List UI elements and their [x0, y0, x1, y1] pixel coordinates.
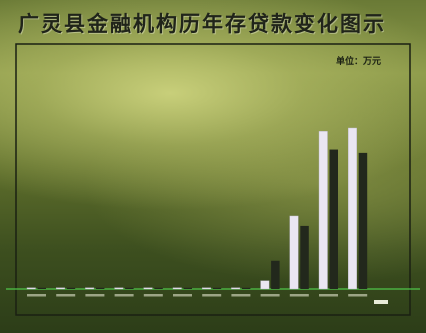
deposit-bar-2 [85, 287, 95, 290]
x-tick-label-4 [143, 294, 163, 297]
deposit-bar-4 [143, 287, 153, 290]
x-tick-label-1 [56, 294, 76, 297]
loan-bar-6 [212, 287, 222, 289]
loan-bar-11 [358, 152, 368, 289]
x-tick-label-10 [319, 294, 338, 297]
deposit-bar-8 [260, 280, 270, 290]
deposit-bar-11 [348, 127, 357, 290]
x-tick-label-11 [348, 294, 368, 297]
unit-label: 单位：万元 [336, 57, 382, 67]
deposit-bar-6 [201, 287, 211, 290]
loan-bar-2 [95, 287, 105, 289]
deposit-bar-10 [318, 131, 328, 290]
loan-bar-10 [329, 149, 338, 289]
loan-bar-8 [271, 260, 280, 289]
deposit-bar-0 [26, 287, 36, 290]
loan-bar-0 [37, 287, 46, 289]
x-tick-label-7 [231, 294, 251, 297]
x-tick-label-5 [173, 294, 192, 297]
x-tick-label-9 [289, 294, 309, 297]
corner-mark [374, 300, 388, 304]
x-tick-label-2 [85, 294, 105, 297]
deposit-bar-3 [114, 287, 124, 290]
plot-border [15, 43, 411, 316]
loan-bar-1 [66, 287, 76, 289]
x-tick-label-0 [27, 294, 46, 297]
deposit-bar-9 [289, 215, 299, 290]
loan-bar-7 [241, 287, 251, 289]
bars-group [26, 127, 368, 297]
deposit-bar-1 [56, 287, 65, 290]
x-tick-label-6 [202, 294, 222, 297]
deposit-bar-7 [231, 287, 241, 290]
x-tick-label-8 [260, 294, 280, 297]
deposit-bar-5 [172, 287, 182, 290]
chart-title: 广灵县金融机构历年存贷款变化图示 [18, 12, 386, 36]
x-tick-label-3 [114, 294, 134, 297]
loan-bar-3 [125, 287, 134, 289]
loan-bar-5 [183, 287, 192, 289]
loan-bar-4 [154, 287, 163, 289]
loan-bar-9 [300, 225, 309, 289]
